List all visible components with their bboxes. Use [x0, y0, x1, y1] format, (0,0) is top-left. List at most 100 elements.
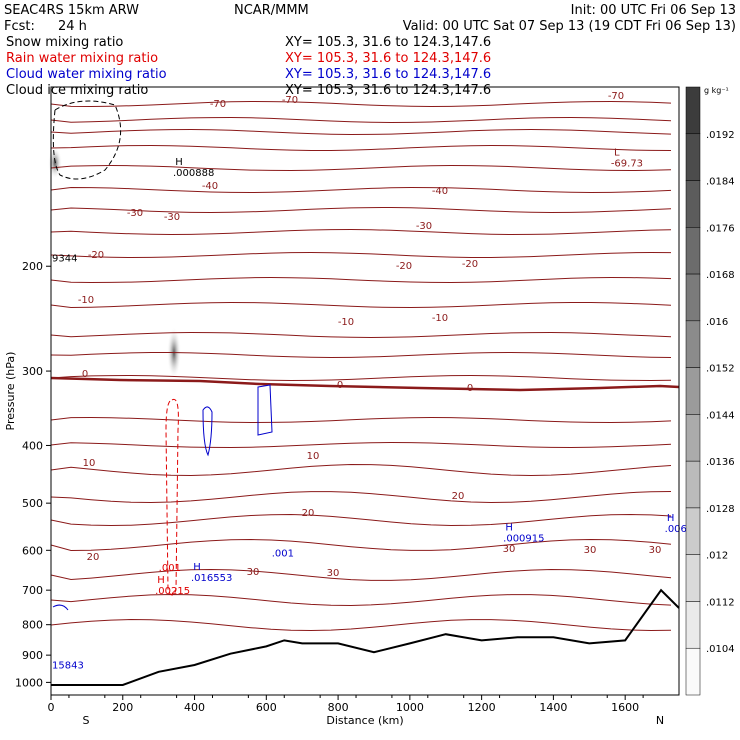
terrain-layer [51, 588, 680, 686]
isotherm-label: -30 [127, 208, 143, 219]
isotherm-line [50, 116, 672, 124]
isotherm-label: -70 [210, 99, 226, 110]
y-tick-label: 200 [22, 260, 43, 273]
y-axis-title: Pressure (hPa) [4, 352, 17, 431]
cloud-ice-contour [52, 100, 122, 180]
isotherm-label: -70 [608, 91, 624, 102]
x-tick-label: 1400 [539, 701, 567, 714]
colorbar-label: .0176 [706, 223, 735, 234]
isotherm-label: 30 [649, 545, 662, 556]
x-tick-label: 800 [328, 701, 349, 714]
isotherm-line [50, 100, 672, 108]
colorbar-label: .0136 [706, 457, 735, 468]
north-endpoint: N [656, 714, 664, 727]
colorbar-label: .0128 [706, 504, 735, 515]
south-endpoint: S [83, 714, 90, 727]
field-xy: XY= 105.3, 31.6 to 124.3,147.6 [285, 51, 491, 66]
x-tick-label: 1600 [611, 701, 639, 714]
isotherm-label: 30 [327, 568, 340, 579]
colorbar-label: .0192 [706, 130, 735, 141]
isotherm-label: -40 [202, 181, 218, 192]
field-name: Snow mixing ratio [6, 35, 123, 50]
isotherm-line [50, 351, 672, 359]
rain-water-contour [165, 398, 179, 596]
isotherm-line [50, 276, 672, 284]
isotherm-line [50, 416, 672, 424]
isotherm-line [50, 251, 672, 259]
y-tick-label: 300 [22, 365, 43, 378]
isotherm-line [50, 301, 672, 309]
forecast-hours: 24 h [58, 19, 87, 34]
extremum-value: .016553 [191, 573, 232, 584]
isotherm-line [50, 331, 672, 339]
extremum-mark: H [667, 513, 675, 524]
isotherm-label: -10 [338, 317, 354, 328]
extremum-value: -69.73 [611, 159, 643, 170]
isotherm-label: -20 [462, 259, 478, 270]
colorbar-swatch [685, 647, 701, 696]
isotherm-line [50, 441, 672, 449]
isotherm-label: -70 [282, 95, 298, 106]
colorbar-swatch [685, 554, 701, 602]
x-tick-label: 200 [112, 701, 133, 714]
extremum-mark: H [193, 562, 201, 573]
isotherm-label: -30 [164, 212, 180, 223]
colorbar-label: .0168 [706, 270, 735, 281]
isotherm-line [50, 374, 672, 382]
colorbar-swatch [685, 367, 701, 415]
x-tick-label: 1200 [468, 701, 496, 714]
isotherm-line [50, 568, 672, 581]
y-tick-label: 500 [22, 497, 43, 510]
field-xy: XY= 105.3, 31.6 to 124.3,147.6 [285, 35, 491, 50]
isotherm-label: 0 [337, 380, 343, 391]
colorbar-label: .0152 [706, 364, 735, 375]
colorbar-swatch [685, 414, 701, 462]
y-tick-label: 800 [22, 619, 43, 632]
y-tick-label: 700 [22, 584, 43, 597]
extremum-mark: H [505, 522, 513, 533]
isotherm-line [50, 538, 672, 552]
y-tick-label: 1000 [15, 676, 43, 689]
isotherm-label: 20 [452, 491, 465, 502]
freezing-level [50, 376, 680, 392]
x-tick-label: 1000 [396, 701, 424, 714]
colorbar-label: .0144 [706, 410, 735, 421]
cloud-water-contour [202, 406, 213, 457]
extremum-value: .001 [159, 563, 181, 574]
isotherm-label: 10 [83, 458, 96, 469]
isotherm-line [50, 128, 672, 136]
y-tick-label: 900 [22, 649, 43, 662]
isotherm-line [50, 491, 672, 504]
colorbar-swatch [685, 180, 701, 228]
isotherm-label: 0 [467, 383, 473, 394]
colorbar-label: .016 [706, 317, 728, 328]
field-legend: Snow mixing ratio XY= 105.3, 31.6 to 124.… [6, 35, 491, 98]
contour-labels: -70 -70 -70 -40 -40 -30 -30 -30 -20 -20 -20 -10 -10 -… [78, 91, 662, 579]
isotherm-label: 30 [247, 567, 260, 578]
extremum-value: .000888 [173, 168, 214, 179]
isotherm-label: -30 [416, 221, 432, 232]
isotherm-label: 20 [87, 552, 100, 563]
colorbar-swatch [685, 507, 701, 555]
colorbar-swatch [685, 460, 701, 509]
isotherm-line [50, 593, 672, 607]
colorbar-swatch [685, 273, 701, 322]
extremum-mark: H [157, 575, 165, 586]
colorbar-swatch [685, 320, 701, 368]
isotherm-label: -10 [78, 295, 94, 306]
extremum-mark: H [175, 157, 183, 168]
temperature-isotherms [50, 100, 680, 632]
isotherm-label: 10 [307, 451, 320, 462]
colorbar-unit: g kg⁻¹ [704, 86, 729, 95]
isotherm-label: 20 [302, 508, 315, 519]
x-tick-label: 0 [48, 701, 55, 714]
isotherm-line [50, 618, 672, 632]
field-name: Rain water mixing ratio [6, 51, 158, 66]
plot-frame [50, 86, 680, 696]
isotherm-line [50, 228, 672, 236]
isotherm-line [50, 463, 672, 477]
isotherm-label: 30 [584, 545, 597, 556]
isotherm-line [50, 144, 672, 151]
